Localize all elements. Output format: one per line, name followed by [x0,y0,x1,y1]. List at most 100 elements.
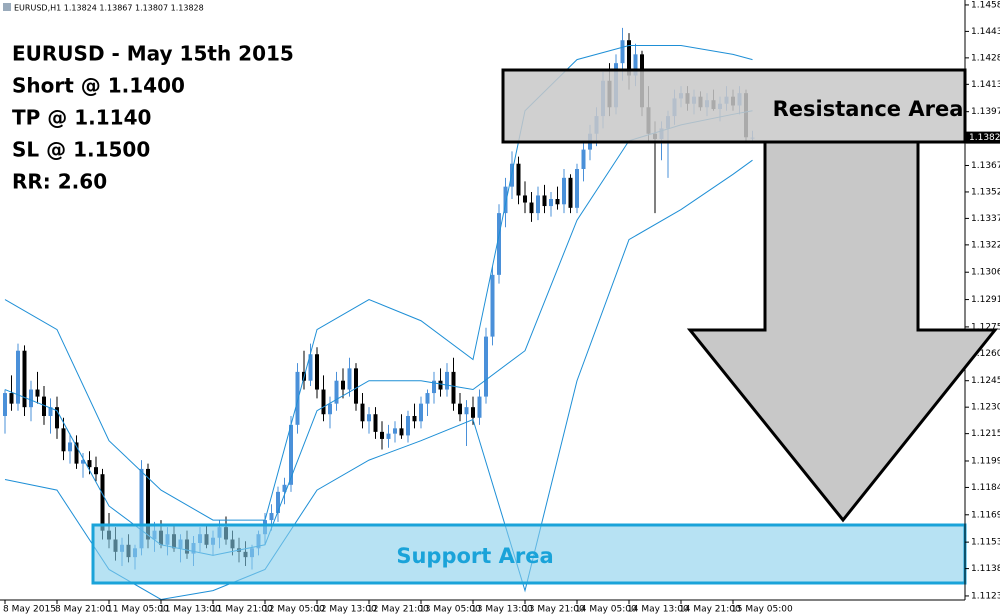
candle-body [55,407,59,429]
annotations: EURUSD,H1 1.13824 1.13867 1.13807 1.1382… [3,3,294,194]
x-tick-label: 11 May 05:00 [107,605,169,615]
candle-body [432,380,436,394]
candle-body [581,149,586,170]
candle-body [497,213,501,275]
candle-body [347,368,352,390]
x-tick-label: 12 May 13:00 [315,605,377,615]
x-tick-label: 14 May 21:00 [679,605,741,615]
candle-body [425,393,430,404]
x-tick-label: 13 May 21:00 [523,605,585,615]
x-tick-label: 14 May 13:00 [627,605,689,615]
price-label: 1.13828 [969,133,1000,143]
y-tick-label: 1.12150 [971,429,1000,439]
annotation: TP @ 1.1140 [12,106,151,130]
support-zone [91,523,967,585]
candle-body [412,415,417,422]
zone-label: Support Area [396,544,553,568]
candle-body [464,407,469,415]
y-tick-label: 1.11230 [971,591,1000,601]
y-tick-label: 1.14280 [971,53,1000,63]
candle-body [477,396,482,418]
candle-body [321,389,326,415]
candle-body [269,513,274,521]
y-tick-label: 1.13975 [971,107,1000,117]
annotation: SL @ 1.1500 [12,138,150,162]
candle-body [48,407,53,416]
candle-body [276,491,280,514]
candle-body [360,403,365,422]
candle-body [484,336,488,397]
annotation: EURUSD - May 15th 2015 [12,42,294,66]
candle-body [568,177,573,208]
candle-body [386,433,391,439]
y-tick-label: 1.13520 [971,187,1000,197]
candle-body [471,407,475,418]
candle-body [555,199,560,205]
candle-body [445,371,449,390]
zone-label: Resistance Area [773,97,964,121]
candle-body [81,460,85,464]
annotation: RR: 2.60 [12,170,107,194]
x-tick-label: 13 May 13:00 [471,605,533,615]
candle-body [16,350,20,404]
candle-body [29,389,33,408]
y-tick-label: 1.12910 [971,295,1000,305]
symbol-header: EURUSD,H1 1.13824 1.13867 1.13807 1.1382… [14,4,204,13]
x-tick-label: 11 May 21:00 [211,605,273,615]
candle-body [328,403,332,415]
candle-body [139,468,144,549]
y-tick-label: 1.12755 [971,322,1000,332]
candle-body [536,195,540,214]
candle-body [393,428,397,434]
candle-body [549,199,553,207]
x-tick-label: 14 May 05:00 [575,605,637,615]
candle-body [380,431,384,439]
candle-body [68,442,72,452]
zones: Resistance Area Support Area [91,68,967,585]
candle-body [451,371,456,404]
resistance-zone [501,68,967,144]
y-tick-label: 1.13670 [971,161,1000,171]
candle-body [35,389,40,397]
candle-body [620,40,625,64]
candle-body [289,424,293,485]
y-tick-label: 1.11995 [971,456,1000,466]
candle-body [42,396,46,416]
candle-body [354,368,358,404]
x-tick-label: 11 May 13:00 [159,605,221,615]
candle-body [3,393,7,416]
y-tick-label: 1.14580 [971,0,1000,10]
candle-body [523,195,527,203]
candle-body [406,415,410,436]
candle-body [503,186,508,214]
candle-body [367,414,371,422]
y-tick-label: 1.13370 [971,214,1000,224]
candle-body [334,380,339,404]
candle-body [341,380,345,390]
candle-body [399,428,404,436]
y-tick-label: 1.13220 [971,240,1000,250]
symbol-icon [3,3,11,11]
candle-body [61,428,66,452]
candle-body [9,393,14,404]
candle-body [94,467,98,475]
y-tick-label: 1.13065 [971,268,1000,278]
x-tick-label: 12 May 21:00 [367,605,429,615]
x-tick-label: 15 May 05:00 [731,605,793,615]
candle-body [575,169,579,208]
y-tick-label: 1.11690 [971,510,1000,520]
bollinger-band [4,45,753,521]
candle-body [438,380,443,390]
y-tick-label: 1.11535 [971,538,1000,548]
candle-body [22,350,27,408]
x-tick-label: 8 May 2015 [3,605,56,615]
candle-body [315,354,319,390]
x-tick-label: 13 May 05:00 [419,605,481,615]
candle-body [516,163,521,196]
candle-body [74,442,79,464]
x-tick-label: 12 May 05:00 [263,605,325,615]
candle-body [529,202,534,214]
candle-body [458,403,462,415]
